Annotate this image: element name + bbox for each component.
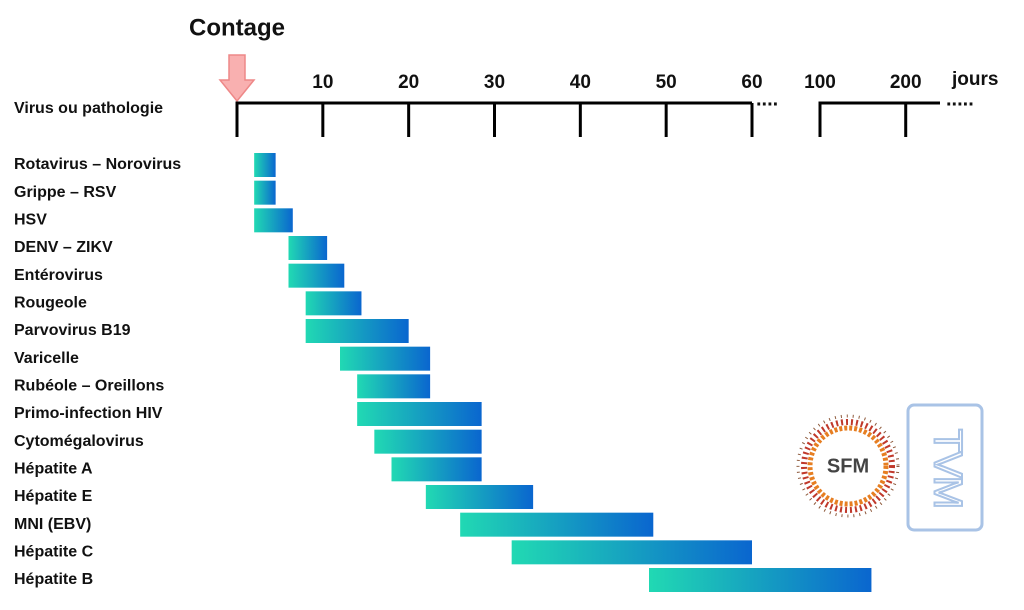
- bar: [288, 236, 328, 260]
- tvm-logo: TVM: [906, 403, 984, 532]
- x-label: jours: [951, 69, 998, 90]
- bar: [305, 319, 409, 343]
- logo-text: TVM: [925, 429, 969, 507]
- bar: [511, 540, 752, 565]
- bar: [357, 402, 482, 426]
- category-label: Cytomégalovirus: [14, 433, 144, 450]
- sfm-logo: SFM: [796, 414, 900, 518]
- category-label: Parvovirus B19: [14, 322, 131, 339]
- x-tick-label: 60: [741, 72, 762, 93]
- category-label: Hépatite E: [14, 488, 93, 505]
- x-tick-label: 10: [312, 72, 333, 93]
- bar: [254, 153, 276, 177]
- x-tick-label: 40: [570, 72, 591, 93]
- category-label: Hépatite A: [14, 461, 93, 478]
- category-label: HSV: [14, 212, 47, 229]
- category-label: Rougeole: [14, 295, 87, 312]
- x-tick-label: 20: [398, 72, 419, 93]
- category-label: Rotavirus – Norovirus: [14, 156, 181, 173]
- category-label: Hépatite C: [14, 544, 94, 561]
- category-label: Primo-infection HIV: [14, 405, 163, 422]
- bar: [425, 485, 534, 509]
- x-tick-label: 200: [890, 72, 922, 93]
- bar: [288, 263, 345, 288]
- x-tick-label: 30: [484, 72, 505, 93]
- category-label: Rubéole – Oreillons: [14, 378, 164, 395]
- x-tick-label: 50: [656, 72, 677, 93]
- category-label: DENV – ZIKV: [14, 239, 113, 256]
- bar: [460, 512, 654, 537]
- category-label: Grippe – RSV: [14, 184, 117, 201]
- bar: [305, 291, 362, 316]
- y-label: Virus ou pathologie: [14, 100, 163, 117]
- axis-continue: .....: [946, 88, 974, 110]
- bar: [649, 568, 872, 592]
- annotation: Contage: [189, 14, 285, 41]
- category-label: Entérovirus: [14, 267, 103, 284]
- category-label: Varicelle: [14, 350, 79, 367]
- bar: [254, 180, 276, 205]
- bar: [391, 457, 482, 482]
- axis-break: ....: [756, 88, 778, 110]
- bar: [374, 429, 482, 454]
- x-tick-label: 100: [804, 72, 836, 93]
- contage-arrow: [218, 54, 256, 103]
- category-label: MNI (EBV): [14, 516, 91, 533]
- bar: [254, 208, 293, 233]
- bar: [357, 374, 431, 399]
- category-label: Hépatite B: [14, 571, 93, 588]
- bar: [340, 346, 431, 371]
- logo-text: SFM: [827, 455, 869, 477]
